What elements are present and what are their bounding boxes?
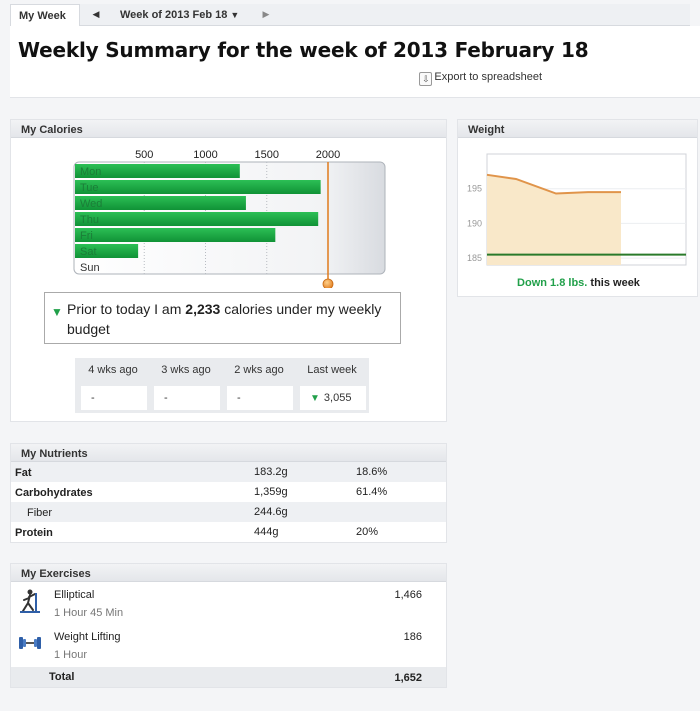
dumbbell-icon bbox=[19, 637, 41, 649]
weight-panel: Weight 195 190 185 Down 1.8 lbs. this week bbox=[457, 119, 698, 297]
bar-mon bbox=[75, 164, 240, 178]
nutrient-amount: 183.2g bbox=[254, 466, 288, 478]
nutrient-amount: 244.6g bbox=[254, 506, 288, 518]
calorie-summary: ▼ Prior to today I am 2,233 calories und… bbox=[44, 292, 401, 344]
calories-heading: My Calories bbox=[11, 120, 446, 138]
week-selector[interactable]: Week of 2013 Feb 18 ▼ bbox=[120, 6, 239, 24]
exercise-calories: 1,466 bbox=[394, 589, 422, 601]
day-label: Wed bbox=[80, 198, 102, 210]
tab-my-week[interactable]: My Week bbox=[10, 4, 80, 26]
history-value: - bbox=[81, 386, 147, 410]
bar-wed bbox=[75, 196, 246, 210]
next-week-button[interactable]: ▶ bbox=[260, 7, 272, 21]
weight-change: Down 1.8 lbs. this week bbox=[458, 277, 699, 289]
budget-marker bbox=[322, 278, 334, 288]
nutrient-amount: 444g bbox=[254, 526, 279, 538]
exercise-name: Elliptical bbox=[54, 589, 95, 601]
history-label: 4 wks ago bbox=[88, 364, 138, 376]
exercise-duration: 1 Hour bbox=[54, 649, 88, 661]
export-label: Export to spreadsheet bbox=[434, 71, 542, 83]
exercise-total-value: 1,652 bbox=[394, 672, 422, 684]
nutrient-pct: 61.4% bbox=[356, 486, 388, 498]
exercise-total-row: Total 1,652 bbox=[11, 667, 446, 687]
export-to-spreadsheet-link[interactable]: ⇩ Export to spreadsheet bbox=[419, 71, 542, 86]
history-value: - bbox=[227, 386, 293, 410]
nutrients-panel: My Nutrients Fat 183.2g 18.6% Carbohydra… bbox=[10, 443, 447, 543]
nutrient-row: Fat 183.2g 18.6% bbox=[11, 462, 446, 482]
page-title: Weekly Summary for the week of 2013 Febr… bbox=[18, 38, 589, 62]
week-selector-label: Week of 2013 Feb 18 bbox=[120, 9, 228, 21]
exercise-name: Weight Lifting bbox=[54, 631, 121, 643]
nutrient-pct: 18.6% bbox=[356, 466, 388, 478]
calories-chart: 500 1000 1500 2000 Mon Tue Wed Thu Fri Sat Sun bbox=[73, 149, 386, 288]
weight-tick-label: 190 bbox=[467, 218, 482, 228]
x-tick-label: 1500 bbox=[255, 149, 279, 161]
day-label: Sun bbox=[80, 262, 100, 274]
history-label: 2 wks ago bbox=[234, 364, 284, 376]
bar-sat bbox=[75, 244, 139, 258]
page-header: Weekly Summary for the week of 2013 Febr… bbox=[10, 26, 700, 98]
nutrient-name: Protein bbox=[15, 527, 53, 539]
nutrient-row: Fiber 244.6g bbox=[11, 502, 446, 522]
exercises-heading: My Exercises bbox=[11, 564, 446, 582]
nutrient-name: Carbohydrates bbox=[15, 487, 93, 499]
exercises-panel: My Exercises Elliptical 1 Hour 45 Min 1,… bbox=[10, 563, 447, 688]
x-tick-label: 500 bbox=[135, 149, 153, 161]
history-col: 2 wks ago - bbox=[224, 358, 294, 413]
weight-heading: Weight bbox=[458, 120, 697, 138]
bar-tue bbox=[75, 180, 321, 194]
top-nav: My Week ◀ Week of 2013 Feb 18 ▼ ▶ bbox=[10, 4, 690, 26]
day-label: Tue bbox=[80, 182, 99, 194]
weight-change-value: Down 1.8 lbs. bbox=[517, 277, 588, 289]
down-arrow-icon: ▼ bbox=[51, 305, 63, 319]
calorie-history: 4 wks ago - 3 wks ago - 2 wks ago - Last… bbox=[75, 358, 369, 413]
download-icon: ⇩ bbox=[419, 72, 433, 86]
exercise-duration: 1 Hour 45 Min bbox=[54, 607, 124, 619]
calories-panel: My Calories 500 1000 1500 2000 Mon Tue Wed Thu… bbox=[10, 119, 447, 422]
exercise-row[interactable]: Elliptical 1 Hour 45 Min 1,466 bbox=[11, 582, 446, 624]
nutrient-row: Carbohydrates 1,359g 61.4% bbox=[11, 482, 446, 502]
history-last-week-value: 3,055 bbox=[323, 392, 352, 404]
triangle-left-icon: ◀ bbox=[92, 9, 100, 19]
summary-suffix: calories under my weekly budget bbox=[67, 301, 382, 337]
elliptical-icon bbox=[20, 589, 40, 613]
x-tick-label: 2000 bbox=[316, 149, 340, 161]
down-arrow-icon: ▼ bbox=[310, 393, 320, 404]
day-label: Mon bbox=[80, 166, 101, 178]
x-tick-label: 1000 bbox=[193, 149, 217, 161]
chevron-down-icon: ▼ bbox=[230, 10, 240, 20]
history-label: Last week bbox=[307, 364, 357, 376]
bar-thu bbox=[75, 212, 319, 226]
day-label: Thu bbox=[80, 214, 99, 226]
history-value: ▼ 3,055 bbox=[300, 386, 366, 410]
summary-value: 2,233 bbox=[185, 301, 221, 317]
summary-prefix: Prior to today I am bbox=[67, 301, 182, 317]
weight-line bbox=[486, 173, 621, 195]
triangle-right-icon: ▶ bbox=[262, 9, 270, 19]
day-label: Fri bbox=[80, 230, 93, 242]
prev-week-button[interactable]: ◀ bbox=[90, 7, 102, 21]
history-col: 4 wks ago - bbox=[78, 358, 148, 413]
history-col: Last week ▼ 3,055 bbox=[297, 358, 367, 413]
history-label: 3 wks ago bbox=[161, 364, 211, 376]
nutrients-heading: My Nutrients bbox=[11, 444, 446, 462]
weight-change-suffix: this week bbox=[590, 277, 640, 289]
weight-area bbox=[487, 174, 621, 265]
history-value: - bbox=[154, 386, 220, 410]
nutrient-name: Fiber bbox=[27, 507, 53, 519]
weight-chart: 195 190 185 bbox=[467, 153, 687, 266]
exercise-calories: 186 bbox=[403, 631, 422, 643]
bar-fri bbox=[75, 228, 276, 242]
exercise-row[interactable]: Weight Lifting 1 Hour 186 bbox=[11, 624, 446, 666]
weight-tick-label: 185 bbox=[467, 253, 482, 263]
nutrient-name: Fat bbox=[15, 467, 32, 479]
history-col: 3 wks ago - bbox=[151, 358, 221, 413]
weight-tick-label: 195 bbox=[467, 184, 482, 194]
nutrient-row: Protein 444g 20% bbox=[11, 522, 446, 542]
exercise-total-label: Total bbox=[49, 671, 75, 683]
day-label: Sat bbox=[80, 246, 97, 258]
nutrient-amount: 1,359g bbox=[254, 486, 288, 498]
nutrient-pct: 20% bbox=[356, 526, 379, 538]
